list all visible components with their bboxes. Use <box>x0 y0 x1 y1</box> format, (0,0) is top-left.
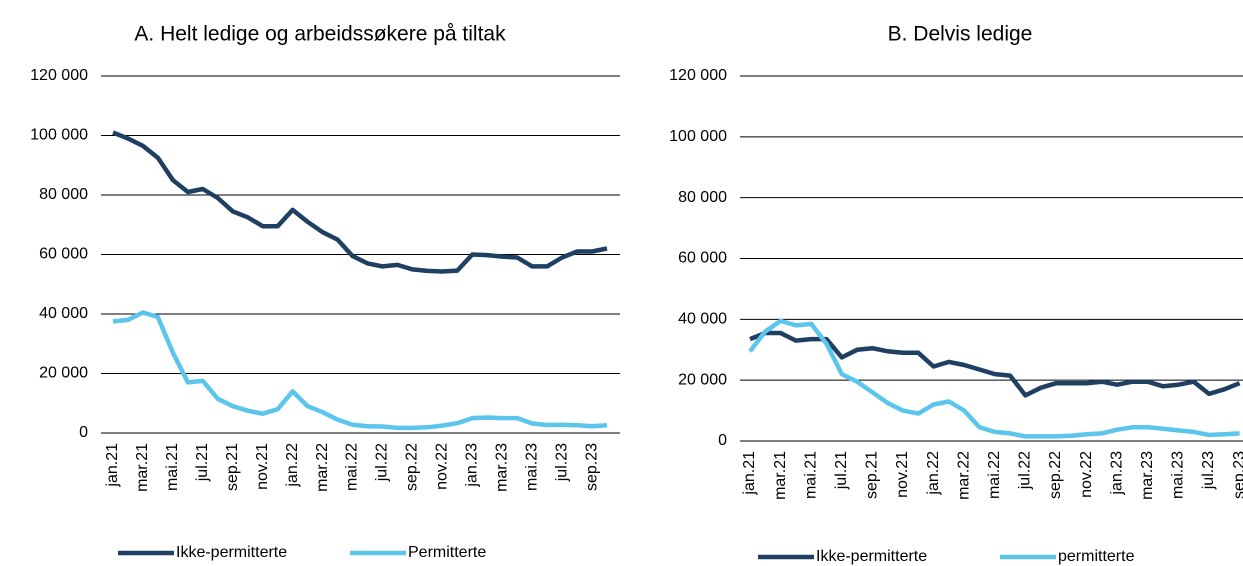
x-tick-label: jul.23 <box>1200 451 1217 490</box>
x-tick-label: jul.21 <box>194 443 211 482</box>
x-tick-label: jul.22 <box>374 443 391 482</box>
x-tick-label: nov.21 <box>894 451 911 498</box>
x-tick-label: nov.21 <box>254 443 271 490</box>
x-tick-label: jul.23 <box>553 443 570 482</box>
y-tick-label: 100 000 <box>669 128 727 145</box>
x-tick-label: jan.21 <box>104 443 121 488</box>
legend-label: Ikke-permitterte <box>176 544 287 561</box>
x-tick-label: jan.21 <box>741 451 758 496</box>
x-tick-label: mar.21 <box>134 443 151 492</box>
x-tick-label: jan.22 <box>284 443 301 488</box>
series-line <box>112 310 608 431</box>
chart-title: A. Helt ledige og arbeidssøkere på tilta… <box>134 23 506 46</box>
y-tick-label: 120 000 <box>669 67 727 84</box>
x-tick-label: mar.23 <box>493 443 510 492</box>
legend-label: Ikke-permitterte <box>816 548 927 565</box>
x-tick-label: mar.22 <box>955 451 972 500</box>
x-tick-label: mar.21 <box>772 451 789 500</box>
legend-label: permitterte <box>1058 548 1135 565</box>
x-tick-label: sep.23 <box>1231 451 1243 499</box>
x-tick-label: mai.22 <box>344 443 361 491</box>
x-tick-label: nov.22 <box>1078 451 1095 498</box>
x-tick-label: jul.21 <box>833 451 850 490</box>
x-tick-label: mai.23 <box>523 443 540 491</box>
y-tick-label: 60 000 <box>678 250 727 267</box>
x-tick-label: mai.21 <box>802 451 819 499</box>
legend-label: Permitterte <box>408 544 486 561</box>
x-tick-label: sep.23 <box>583 443 600 491</box>
x-tick-label: sep.21 <box>864 451 881 499</box>
x-tick-label: jan.22 <box>925 451 942 496</box>
series-line <box>112 130 608 274</box>
y-tick-label: 20 000 <box>39 365 88 382</box>
y-tick-label: 120 000 <box>30 67 88 84</box>
x-tick-label: mar.22 <box>314 443 331 492</box>
x-tick-label: jul.22 <box>1017 451 1034 490</box>
y-tick-label: 80 000 <box>678 189 727 206</box>
x-tick-label: nov.22 <box>434 443 451 490</box>
x-tick-label: jan.23 <box>463 443 480 488</box>
chart-title: B. Delvis ledige <box>888 23 1033 46</box>
y-tick-label: 0 <box>79 424 88 441</box>
x-tick-label: mai.22 <box>986 451 1003 499</box>
y-tick-label: 40 000 <box>39 305 88 322</box>
x-tick-label: sep.22 <box>1047 451 1064 499</box>
x-tick-label: sep.21 <box>224 443 241 491</box>
series-line <box>749 330 1241 398</box>
x-tick-label: sep.22 <box>404 443 421 491</box>
series-line <box>748 318 1240 439</box>
y-tick-label: 100 000 <box>30 127 88 144</box>
x-tick-label: jan.23 <box>1108 451 1125 496</box>
x-tick-label: mai.23 <box>1170 451 1187 499</box>
y-tick-label: 0 <box>718 432 727 449</box>
y-tick-label: 40 000 <box>678 311 727 328</box>
y-tick-label: 60 000 <box>39 246 88 263</box>
y-tick-label: 20 000 <box>678 371 727 388</box>
y-tick-label: 80 000 <box>39 186 88 203</box>
x-tick-label: mai.21 <box>164 443 181 491</box>
x-tick-label: mar.23 <box>1139 451 1156 500</box>
